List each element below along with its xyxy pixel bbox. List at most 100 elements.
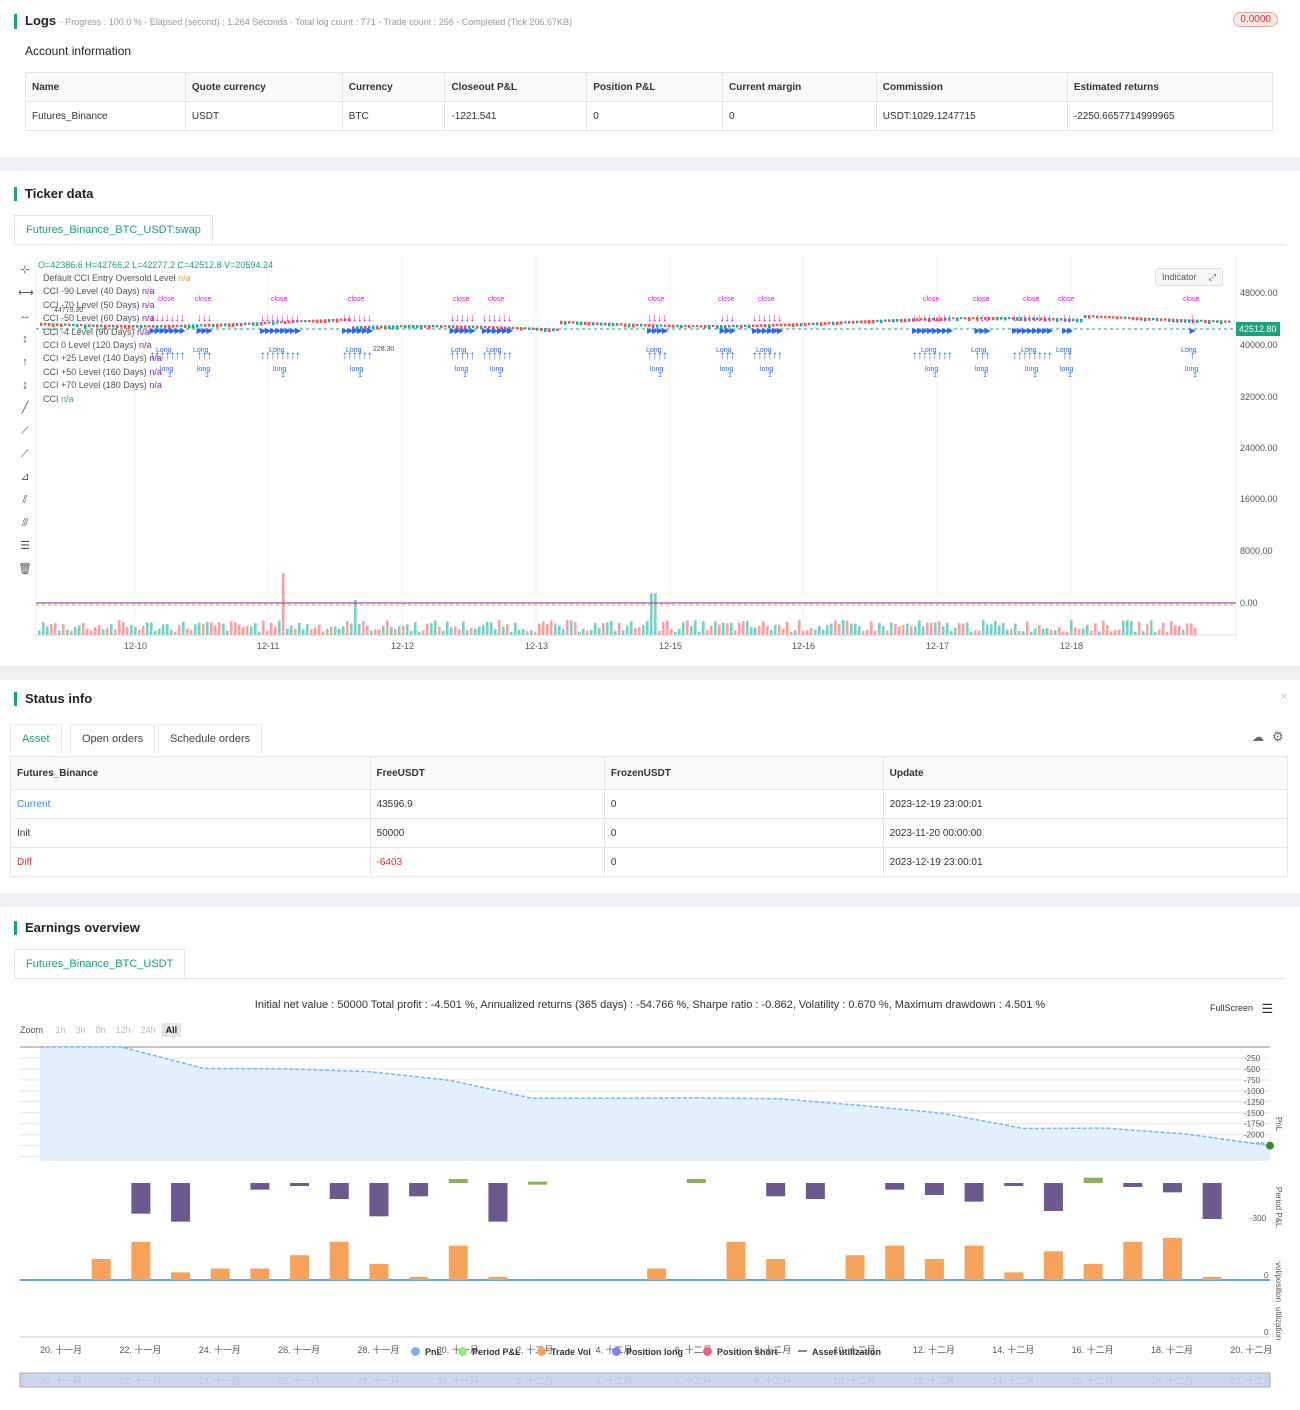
legend-item[interactable]: Period P&L bbox=[458, 1347, 521, 1357]
legend-item[interactable]: Position long bbox=[612, 1347, 683, 1357]
channel-icon[interactable]: ⫻ bbox=[21, 517, 29, 529]
date-tick-label: 10. 十二月 bbox=[834, 1344, 876, 1355]
close-arrow-marker: ↓ bbox=[197, 312, 203, 324]
close-arrow-marker: ↓ bbox=[752, 312, 758, 324]
close-arrow-marker: ↓ bbox=[720, 312, 726, 324]
volume-bar bbox=[1086, 624, 1089, 635]
volume-bar bbox=[470, 627, 473, 635]
vertical-ray-icon[interactable]: ↑ bbox=[22, 356, 28, 368]
volume-bar bbox=[58, 630, 61, 635]
pnl-point bbox=[1266, 1141, 1274, 1150]
volume-bar bbox=[914, 626, 917, 635]
volume-bar bbox=[734, 630, 737, 635]
close-arrow-marker: ↓ bbox=[155, 312, 161, 324]
candle bbox=[788, 323, 791, 327]
candle bbox=[520, 327, 523, 331]
volume-bar bbox=[634, 627, 637, 635]
volume-bar bbox=[970, 631, 973, 635]
legend-label: Asset utilization bbox=[812, 1347, 882, 1357]
horizontal-line-icon[interactable]: ⟷ bbox=[18, 287, 34, 299]
candle bbox=[976, 317, 979, 321]
date-tick-label: 12-10 bbox=[124, 641, 147, 651]
volume-bar bbox=[278, 620, 281, 635]
entry-marker: ▶ bbox=[295, 326, 302, 335]
long-arrow-marker: ↑ bbox=[367, 348, 373, 362]
crosshair-icon[interactable]: ⊹ bbox=[20, 264, 30, 276]
legend-item[interactable]: Trade Vol bbox=[537, 1347, 591, 1357]
parallel-icon[interactable]: ⫽ bbox=[22, 494, 28, 506]
legend-item[interactable]: Position short bbox=[703, 1347, 778, 1357]
long-arrow-marker: ↑ bbox=[285, 348, 291, 362]
volume-bar bbox=[810, 628, 813, 635]
close-icon[interactable]: ✕ bbox=[1279, 692, 1288, 703]
arrow-icon[interactable]: ↨ bbox=[22, 379, 28, 391]
legend-item[interactable]: Asset utilization bbox=[798, 1347, 881, 1357]
candle bbox=[1164, 318, 1167, 321]
volume-bar bbox=[1022, 631, 1025, 635]
trash-icon[interactable]: 🗑 bbox=[18, 563, 32, 575]
long-label: Long bbox=[451, 347, 467, 354]
zoom-24h[interactable]: 24h bbox=[140, 1025, 156, 1035]
legend-item[interactable]: PnL bbox=[411, 1347, 442, 1357]
zoom-8h[interactable]: 8h bbox=[95, 1025, 106, 1035]
candle bbox=[948, 317, 951, 320]
zoom-12h[interactable]: 12h bbox=[115, 1025, 131, 1035]
extended-line-icon[interactable]: ⟋ bbox=[21, 448, 29, 460]
pen-icon[interactable]: ╱ bbox=[21, 402, 29, 414]
candle bbox=[688, 324, 691, 328]
tab-ticker-swap[interactable]: Futures_Binance_BTC_USDT:swap bbox=[14, 215, 213, 245]
volume-bar bbox=[822, 629, 825, 635]
vertical-line-icon[interactable]: ↕ bbox=[22, 333, 28, 345]
fib-icon[interactable]: ☰ bbox=[20, 540, 30, 552]
volume-bar bbox=[1098, 631, 1101, 635]
zoom-3h[interactable]: 3h bbox=[75, 1025, 86, 1035]
tab-earnings[interactable]: Futures_Binance_BTC_USDT bbox=[14, 949, 186, 979]
ray-icon[interactable]: ↔ bbox=[19, 310, 31, 322]
gear-icon[interactable]: ⚙ bbox=[1272, 729, 1284, 744]
tab-open-orders[interactable]: Open orders bbox=[70, 724, 156, 754]
candle bbox=[400, 325, 403, 328]
zoom-1h[interactable]: 1h bbox=[55, 1025, 66, 1035]
table-cell: BTC bbox=[341, 101, 446, 131]
fullscreen-button[interactable]: FullScreen ☰ bbox=[1210, 1001, 1274, 1016]
candle bbox=[1224, 320, 1227, 323]
pnl-series-line bbox=[40, 1046, 1271, 1147]
close-label: close bbox=[973, 296, 989, 303]
vol-tick-label: 0 bbox=[1264, 1271, 1269, 1280]
tab-schedule-orders[interactable]: Schedule orders bbox=[158, 724, 263, 754]
candle bbox=[392, 325, 395, 330]
cloud-icon[interactable]: ☁ bbox=[1252, 730, 1264, 744]
volume-bar bbox=[858, 626, 861, 635]
candle bbox=[892, 319, 895, 323]
entry-marker: ▶ bbox=[465, 326, 472, 335]
navigator-date-label: 28. 十一月 bbox=[357, 1375, 399, 1386]
long-label: long bbox=[1025, 366, 1038, 373]
volume-bar bbox=[42, 622, 45, 635]
tab-asset[interactable]: Asset bbox=[10, 724, 62, 754]
trade-vol-bar bbox=[488, 1276, 508, 1280]
long-arrow-marker: ↑ bbox=[502, 348, 508, 362]
long-arrow-marker: ↑ bbox=[720, 348, 726, 362]
candle bbox=[888, 319, 891, 323]
candle bbox=[408, 325, 411, 328]
candle bbox=[356, 326, 359, 330]
legend-item: Default CCI Entry Oversold Level n/a bbox=[43, 273, 191, 283]
candle bbox=[1124, 316, 1127, 320]
measure-icon[interactable]: ⊿ bbox=[20, 471, 30, 483]
zoom-All[interactable]: All bbox=[161, 1023, 182, 1037]
close-arrow-marker: ↓ bbox=[202, 312, 208, 324]
candle bbox=[752, 324, 755, 327]
volume-bar bbox=[982, 620, 985, 635]
navigator-date-label: 24. 十一月 bbox=[199, 1375, 241, 1386]
candle bbox=[200, 324, 203, 327]
volume-bar bbox=[862, 631, 865, 635]
trend-line-icon[interactable]: ⟋ bbox=[21, 425, 29, 437]
navigator-date-label: 2. 十二月 bbox=[516, 1375, 553, 1386]
candle bbox=[52, 323, 55, 327]
volume-bar bbox=[610, 620, 613, 635]
vol-axis-title: vol/position bbox=[1274, 1262, 1283, 1302]
indicator-button[interactable]: Indicator ⤢ bbox=[1155, 268, 1223, 286]
volume-bar bbox=[762, 621, 765, 635]
candle bbox=[600, 322, 603, 326]
legend-value: n/a bbox=[149, 353, 162, 364]
